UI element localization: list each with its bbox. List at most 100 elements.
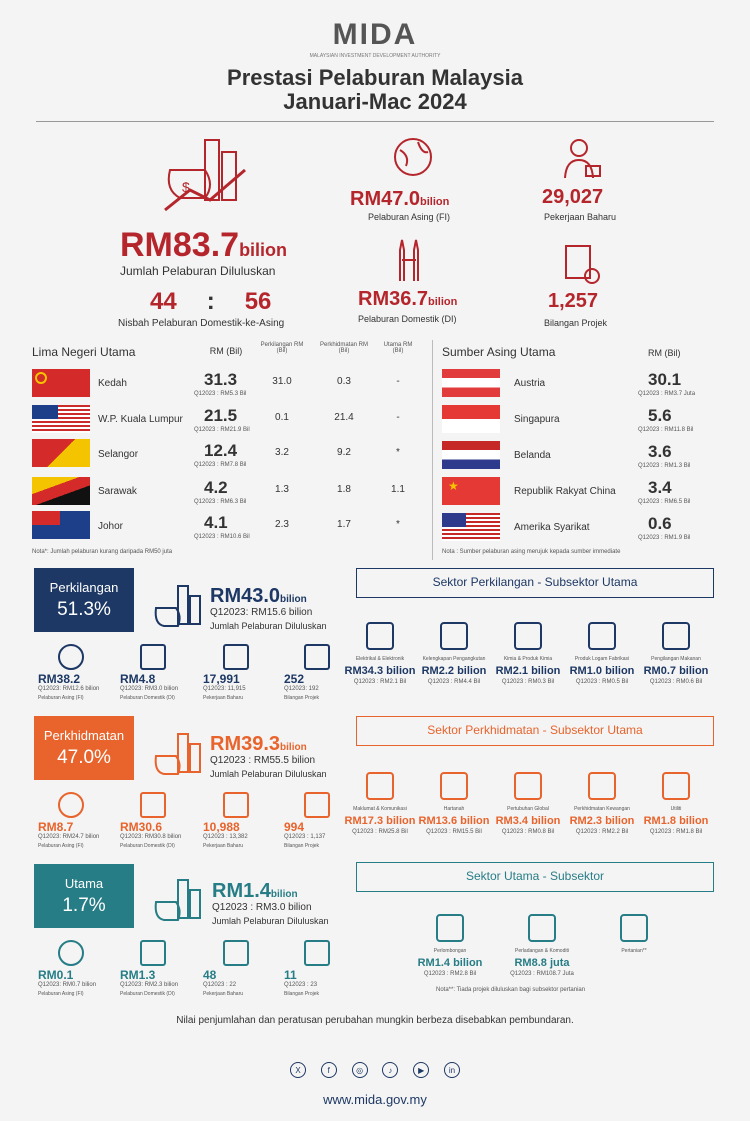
stat-proj-value: 994: [284, 820, 305, 834]
state-value: 12.4: [204, 441, 238, 460]
stat-proj-label: Bilangan Projek: [284, 843, 320, 849]
selangor-flag: [32, 439, 90, 467]
state-mfg: 0.1: [275, 412, 289, 423]
subsector-prev: Q12023 : RM0.6 Bil: [649, 679, 703, 685]
stat-jobs-prev: Q12023 : 13,382: [203, 834, 248, 840]
subsector-label: Maklumat & Komunikasi: [353, 806, 407, 812]
states-col-mfg: Perkilangan RM (Bil): [260, 342, 304, 354]
pri-total: RM1.4bilion: [212, 880, 298, 902]
website-link[interactable]: www.mida.gov.my: [323, 1092, 427, 1107]
stat-jobs-value: 17,991: [203, 672, 240, 686]
subsector-icon: [366, 772, 394, 800]
document-gear-icon: [304, 644, 330, 670]
subsector-prev: Q12023 : RM0.3 Bil: [501, 679, 555, 685]
di-label: Pelaburan Domestik (DI): [358, 314, 457, 324]
subsector-label: Pertubuhan Global: [507, 806, 549, 812]
worker-icon: [223, 792, 249, 818]
twin-towers-icon: [140, 644, 166, 670]
state-mfg: 1.3: [275, 484, 289, 495]
stat-fi-prev: Q12023: RM0.7 bilion: [38, 982, 97, 988]
subsector-label: Produk Logam Fabrikasi: [574, 656, 630, 662]
subsector-value: RM3.4 bilion: [495, 815, 561, 827]
state-prev: Q12023 : RM6.3 Bil: [194, 499, 247, 505]
twin-towers-icon: [140, 792, 166, 818]
state-pri: 1.1: [391, 484, 405, 495]
subsector-label: Pengilangan Makanan: [651, 656, 701, 662]
country-name: Amerika Syarikat: [514, 522, 590, 533]
state-value: 21.5: [204, 406, 238, 425]
stat-proj-prev: Q12023 : 23: [284, 982, 318, 988]
title-line-1: Prestasi Pelaburan Malaysia: [227, 65, 523, 90]
netherlands-flag: [442, 441, 500, 469]
divider: [36, 121, 714, 122]
youtube-icon[interactable]: ▶: [413, 1062, 430, 1078]
stat-fi-label: Pelaburan Asing (FI): [38, 991, 84, 997]
states-note: Nota*: Jumlah pelaburan kurang daripada …: [32, 549, 173, 555]
state-name: Selangor: [98, 449, 139, 460]
projects-label: Bilangan Projek: [544, 318, 608, 328]
di-value: RM36.7bilion: [358, 288, 458, 310]
subsector-label: Kelengkapan Pengangkutan: [422, 656, 486, 662]
svc-subsector-title: Sektor Perkhidmatan - Subsektor Utama: [356, 716, 714, 746]
subsector-prev: Q12023 : RM2.2 Bil: [575, 829, 629, 835]
worker-icon: [223, 940, 249, 966]
country-name: Republik Rakyat China: [514, 486, 616, 497]
stat-fi-label: Pelaburan Asing (FI): [38, 843, 84, 849]
sector-mfg-box: Perkilangan 51.3%: [34, 568, 134, 632]
stat-jobs-value: 48: [203, 968, 217, 982]
ratio-label: Nisbah Pelaburan Domestik-ke-Asing: [118, 318, 285, 329]
linkedin-icon[interactable]: in: [443, 1062, 460, 1078]
subsector-prev: Q12023 : RM15.5 Bil: [426, 829, 482, 835]
states-title: Lima Negeri Utama: [32, 345, 136, 359]
stat-fi-label: Pelaburan Asing (FI): [38, 695, 84, 701]
subsector-icon: [588, 622, 616, 650]
subsector-prev: Q12023 : RM25.8 Bil: [352, 829, 408, 835]
subsector-label: Hartanah: [443, 806, 465, 812]
stat-di-value: RM1.3: [120, 968, 156, 982]
subsector-prev: Q12023 : RM108.7 Juta: [510, 971, 574, 977]
subsector-label: Kimia & Produk Kimia: [503, 656, 553, 662]
total-investment: RM83.7bilion: [120, 226, 288, 264]
subsector-icon: [514, 622, 542, 650]
stat-jobs-prev: Q12023: 11,915: [203, 686, 246, 692]
state-svc: 21.4: [334, 412, 354, 423]
country-prev: Q12023 : RM11.8 Bil: [638, 427, 694, 433]
subsector-icon: [588, 772, 616, 800]
sector-pri-box: Utama 1.7%: [34, 864, 134, 928]
state-mfg: 3.2: [275, 447, 289, 458]
state-mfg: 31.0: [272, 376, 292, 387]
subsector-value: RM13.6 bilion: [418, 815, 490, 827]
subsector-value: RM2.1 bilion: [495, 665, 561, 677]
worker-icon: [223, 644, 249, 670]
subsector-label: Perkhidmatan Kewangan: [574, 806, 630, 812]
logo-text: MIDA: [332, 18, 418, 51]
state-svc: 1.7: [337, 519, 351, 530]
subsector-icon: [662, 622, 690, 650]
disclaimer: Nilai penjumlahan dan peratusan perubaha…: [176, 1015, 574, 1026]
instagram-icon[interactable]: ◎: [351, 1062, 368, 1078]
globe-icon: [58, 644, 84, 670]
stat-proj-prev: Q12023 : 1,137: [284, 834, 326, 840]
subsector-value: RM1.0 bilion: [569, 665, 635, 677]
x-icon[interactable]: X: [290, 1062, 306, 1078]
mfg-label: Jumlah Pelaburan Diluluskan: [210, 621, 327, 631]
globe-icon: [58, 792, 84, 818]
pri-prev: Q12023 : RM3.0 bilion: [212, 902, 312, 913]
money-bag-city-icon: $: [164, 139, 246, 212]
stat-di-label: Pelaburan Domestik (DI): [120, 843, 175, 849]
document-gear-icon: [565, 245, 600, 284]
subsector-prev: Q12023 : RM0.8 Bil: [501, 829, 555, 835]
country-name: Singapura: [514, 414, 560, 425]
svc-total: RM39.3bilion: [210, 733, 307, 755]
subsector-prev: Q12023 : RM2.8 Bil: [423, 971, 477, 977]
ratio: 44:56: [150, 288, 272, 315]
tiktok-icon[interactable]: ♪: [382, 1062, 399, 1078]
subsector-value: RM2.3 bilion: [569, 815, 635, 827]
subsector-value: RM8.8 juta: [514, 957, 570, 969]
subsector-prev: Q12023 : RM4.4 Bil: [427, 679, 481, 685]
state-pri: *: [396, 519, 400, 530]
facebook-icon[interactable]: f: [320, 1062, 337, 1078]
sector-svc-box: Perkhidmatan 47.0%: [34, 716, 134, 780]
document-gear-icon: [304, 792, 330, 818]
jobs-label: Pekerjaan Baharu: [544, 212, 617, 222]
